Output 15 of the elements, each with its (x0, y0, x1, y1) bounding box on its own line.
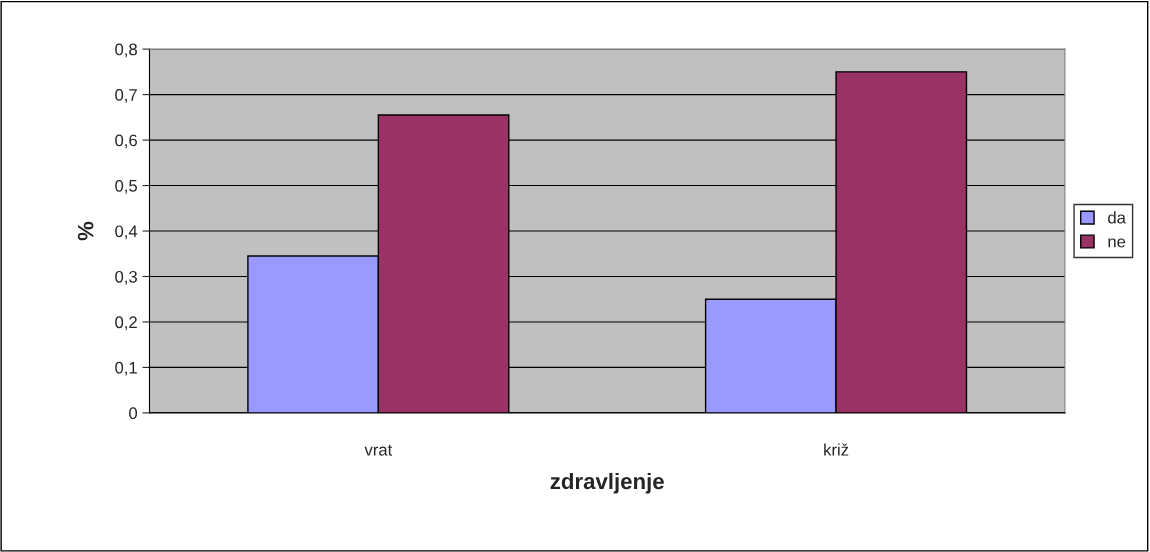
y-tick-label: 0 (129, 407, 138, 420)
x-axis-title: zdravljenje (550, 472, 664, 494)
y-tick-label: 0,4 (115, 225, 138, 240)
y-tick-label: 0,7 (115, 89, 137, 103)
y-tick-label: 0,5 (115, 179, 137, 194)
y-tick-label: 0,8 (115, 43, 137, 58)
x-tick-label: vrat (364, 444, 393, 456)
x-tick-label: križ (824, 443, 849, 456)
y-axis-title: % (77, 221, 94, 241)
y-tick-label: 0,3 (115, 270, 137, 285)
y-tick-label: 0,6 (115, 134, 137, 149)
legend-label: da (1108, 211, 1126, 224)
y-tick-label: 0,1 (115, 361, 137, 376)
y-tick-label: 0,2 (115, 316, 137, 331)
legend-label: ne (1108, 238, 1126, 248)
